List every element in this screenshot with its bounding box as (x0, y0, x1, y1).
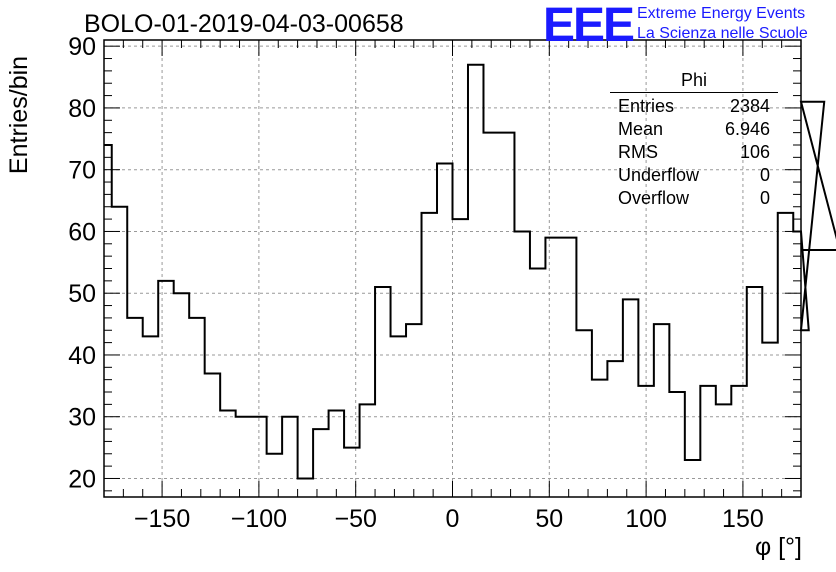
y-tick-label: 40 (68, 342, 96, 370)
histogram-outline (104, 63, 836, 480)
histogram-bin (499, 133, 514, 497)
histogram-bin (716, 404, 731, 497)
histogram-bin (143, 336, 158, 497)
histogram-bin (483, 133, 498, 497)
x-axis-label: φ [°] (754, 533, 802, 561)
histogram-bin (514, 231, 529, 497)
histogram-bin (298, 478, 313, 497)
histogram-bin (189, 318, 204, 497)
histogram-bin (406, 324, 421, 497)
stats-value: 2384 (729, 96, 770, 116)
stats-label: Mean (618, 119, 664, 139)
histogram-bin (468, 65, 483, 497)
x-tick-label: 0 (446, 505, 460, 533)
histogram-bin (623, 299, 638, 497)
histogram-bin (220, 411, 235, 497)
histogram-bin (561, 238, 576, 497)
histogram-bin (747, 287, 762, 497)
x-tick-label: −50 (334, 505, 376, 533)
x-tick-label: −150 (134, 505, 190, 533)
histogram-bin (391, 336, 406, 497)
histogram-bin (205, 373, 220, 497)
histogram-bin (360, 404, 375, 497)
stats-value: 106 (739, 142, 770, 162)
histogram-bin (344, 448, 359, 497)
y-tick-label: 60 (68, 218, 96, 246)
histogram-bin (329, 411, 344, 497)
y-tick-label: 70 (68, 157, 96, 185)
histogram-bin (654, 324, 669, 497)
histogram-bin (422, 213, 437, 497)
histogram-bin (685, 460, 700, 497)
stats-value: 6.946 (724, 119, 770, 139)
stats-row-overflow: Overflow 0 (610, 187, 778, 210)
histogram-bin (669, 392, 684, 497)
histogram-bin (267, 454, 282, 497)
x-tick-label: −100 (231, 505, 287, 533)
histogram-bin (762, 343, 777, 497)
y-tick-label: 90 (68, 33, 96, 61)
histogram-bin (437, 164, 452, 497)
histogram-bin (700, 386, 715, 497)
histogram-bin (576, 330, 591, 497)
histogram-bin (592, 380, 607, 497)
histogram-bin (236, 417, 251, 497)
histogram-bin (282, 417, 297, 497)
x-tick-label: 50 (535, 505, 563, 533)
y-tick-label: 50 (68, 280, 96, 308)
stats-label: Entries (618, 96, 675, 116)
y-tick-label: 80 (68, 95, 96, 123)
y-tick-label: 30 (68, 404, 96, 432)
stats-box: Phi Entries 2384 Mean 6.946 RMS 106 Unde… (610, 70, 778, 210)
stats-value: 0 (759, 188, 770, 208)
stats-label: RMS (618, 142, 658, 162)
x-tick-label: 100 (625, 505, 667, 533)
stats-value: 0 (759, 165, 770, 185)
eee-logo: EEE (543, 0, 635, 52)
histogram-bin (251, 417, 266, 497)
chart-title: BOLO-01-2019-04-03-00658 (84, 10, 404, 38)
histogram-bin (127, 318, 142, 497)
stats-row-entries: Entries 2384 (610, 95, 778, 118)
histogram-bin (638, 386, 653, 497)
histogram-bin (530, 269, 545, 498)
histogram-bin (158, 281, 173, 497)
histogram-bin (793, 231, 801, 497)
histogram-bin (607, 361, 622, 497)
histogram-bin (453, 219, 468, 497)
stats-title: Phi (610, 70, 778, 93)
x-tick-label: 150 (722, 505, 764, 533)
stats-row-mean: Mean 6.946 (610, 118, 778, 141)
histogram-bin (545, 238, 560, 497)
histogram-bin (313, 429, 328, 497)
histogram-bin (112, 207, 127, 497)
logo-line-1: Extreme Energy Events (637, 5, 806, 22)
y-tick-label: 20 (68, 465, 96, 493)
histogram-bin (174, 293, 189, 497)
histogram-bin (778, 213, 793, 497)
stats-row-rms: RMS 106 (610, 141, 778, 164)
y-axis-label: Entries/bin (5, 55, 33, 175)
stats-label: Underflow (618, 165, 700, 185)
histogram-bin (104, 145, 112, 497)
stats-row-underflow: Underflow 0 (610, 164, 778, 187)
stats-label: Overflow (618, 188, 690, 208)
histogram-bin (731, 386, 746, 497)
histogram-bin (375, 287, 390, 497)
logo-line-2: La Scienza nelle Scuole (637, 25, 808, 42)
